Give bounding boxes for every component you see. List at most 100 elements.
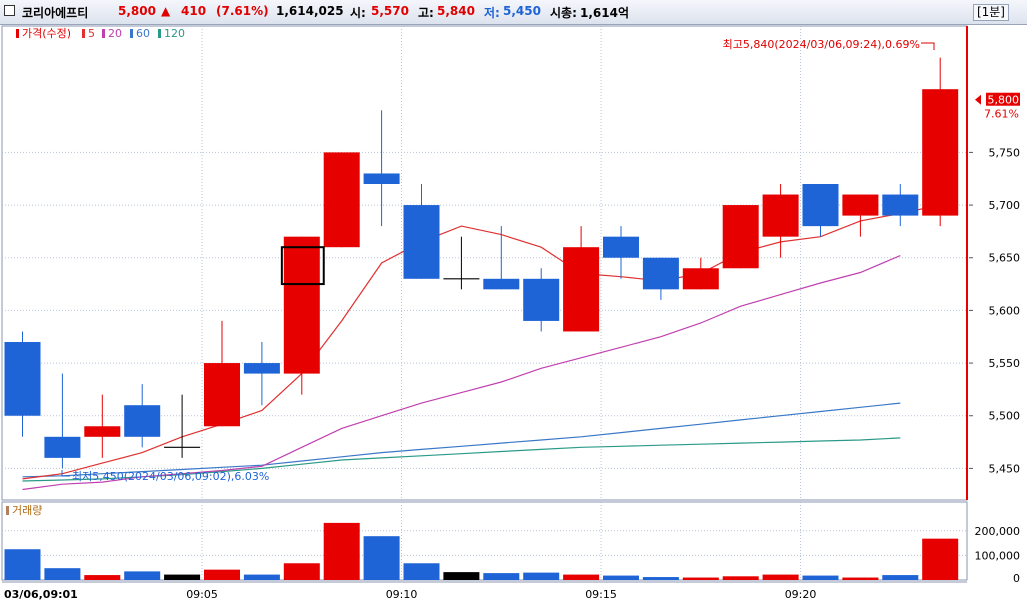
volume-tick-label: 200,000 [975, 525, 1021, 538]
price-volume-chart: 5,450 5,500 5,550 5,600 5,650 5,700 5,750 가격(수정… [1, 25, 1021, 601]
current-price-label: 5,800 [988, 94, 1020, 107]
volume-bar [283, 563, 320, 580]
candle-body [483, 278, 520, 290]
volume-bar [722, 576, 759, 580]
open-label: 시: [350, 6, 366, 20]
highlight-box [280, 246, 325, 286]
current-price: 5,800 [118, 4, 156, 18]
candle-body [283, 236, 320, 374]
volume-bar [563, 574, 600, 580]
current-price-pointer [975, 94, 981, 105]
volume-bar [363, 536, 400, 580]
time-tick-label: 09:10 [386, 588, 418, 601]
candle-body [403, 205, 440, 279]
volume-bar [84, 575, 121, 580]
price-tick-label: 5,650 [989, 252, 1021, 265]
candle-body [84, 426, 121, 437]
time-tick-label: 09:15 [585, 588, 617, 601]
time-tick-label: 03/06,09:01 [4, 588, 78, 601]
candle-body [204, 363, 240, 427]
candle-body [762, 194, 799, 237]
low-label: 저: [484, 6, 500, 20]
volume-bar [802, 575, 839, 580]
low-annotation: 최저5,450(2024/03/06,09:02),6.03% [72, 470, 269, 483]
price-tick-label: 5,550 [989, 357, 1021, 370]
time-tick-label: 09:05 [186, 588, 218, 601]
volume-legend-label: 거래량 [12, 504, 42, 517]
volume-tick-label: 100,000 [975, 549, 1021, 562]
current-change-label: 7.61% [984, 108, 1019, 121]
price-tick-label: 5,500 [989, 410, 1021, 423]
time-tick-label: 09:20 [785, 588, 817, 601]
candle-body [363, 173, 400, 184]
volume-bar [204, 569, 240, 580]
ma60-line [22, 402, 901, 478]
market-cap-label: 시총: [550, 6, 577, 20]
legend-marker [16, 29, 19, 38]
legend-marker [82, 29, 85, 38]
market-cap: 1,614억 [580, 6, 629, 20]
volume-bar [762, 574, 799, 580]
volume-bar [323, 522, 360, 580]
candle-body [882, 194, 919, 216]
ma20-line [22, 255, 901, 491]
volume-bar [882, 575, 919, 580]
candle-body [4, 342, 41, 416]
ma5-line [22, 204, 941, 480]
volume-total: 1,614,025 [276, 4, 344, 18]
candle-body [44, 436, 81, 458]
price-change: 410 [181, 4, 207, 18]
low-annotation-arrow [61, 470, 70, 477]
volume-bar [682, 577, 719, 580]
change-up-icon: ▲ [161, 4, 171, 18]
candle-body [563, 247, 600, 332]
candle-body [243, 363, 280, 374]
high-label: 고: [418, 6, 434, 20]
legend-label: 20 [108, 27, 122, 40]
volume-bar [243, 574, 280, 580]
volume-bar [842, 577, 879, 580]
volume-bar [523, 572, 560, 580]
volume-bar [483, 573, 520, 580]
price-tick-label: 5,750 [989, 146, 1021, 159]
volume-legend-marker [6, 506, 9, 515]
price-change-percent: (7.61%) [216, 4, 269, 18]
volume-bar [642, 577, 679, 580]
candle-body [523, 278, 560, 321]
stock-name: 코리아에프티 [22, 6, 89, 20]
candle-body [722, 205, 759, 269]
volume-panel [1, 501, 968, 581]
volume-bar [124, 571, 161, 580]
candle-body [323, 152, 360, 248]
candle-body [603, 236, 639, 258]
volume-bar [403, 563, 440, 580]
price-tick-label: 5,450 [989, 462, 1021, 475]
ma120-line [22, 437, 901, 482]
legend-label: 5 [88, 27, 95, 40]
price-tick-label: 5,700 [989, 199, 1021, 212]
select-checkbox[interactable] [4, 5, 15, 16]
candle-body [682, 268, 719, 290]
volume-bar [922, 538, 959, 580]
interval-selector[interactable]: [1분] [972, 4, 1009, 21]
title-bar: 코리아에프티 5,800 ▲ 410 (7.61%) 1,614,025 시: … [0, 0, 1027, 25]
legend-label: 가격(수정) [22, 27, 71, 40]
high-annotation: 최고5,840(2024/03/06,09:24),0.69% [723, 38, 920, 51]
high-price: 5,840 [437, 4, 475, 18]
volume-bar [4, 549, 41, 580]
price-panel [1, 25, 968, 501]
volume-zero-label: 0 [1013, 572, 1020, 585]
volume-bar [44, 568, 81, 580]
legend-marker [102, 29, 105, 38]
legend-label: 60 [136, 27, 150, 40]
candle-body [802, 184, 839, 227]
price-tick-label: 5,600 [989, 304, 1021, 317]
legend-marker [158, 29, 161, 38]
volume-bar [603, 575, 639, 580]
candle-body [842, 194, 879, 216]
high-annotation-arrow [921, 42, 935, 50]
legend-marker [130, 29, 133, 38]
open-price: 5,570 [371, 4, 409, 18]
candle-body [922, 89, 959, 216]
